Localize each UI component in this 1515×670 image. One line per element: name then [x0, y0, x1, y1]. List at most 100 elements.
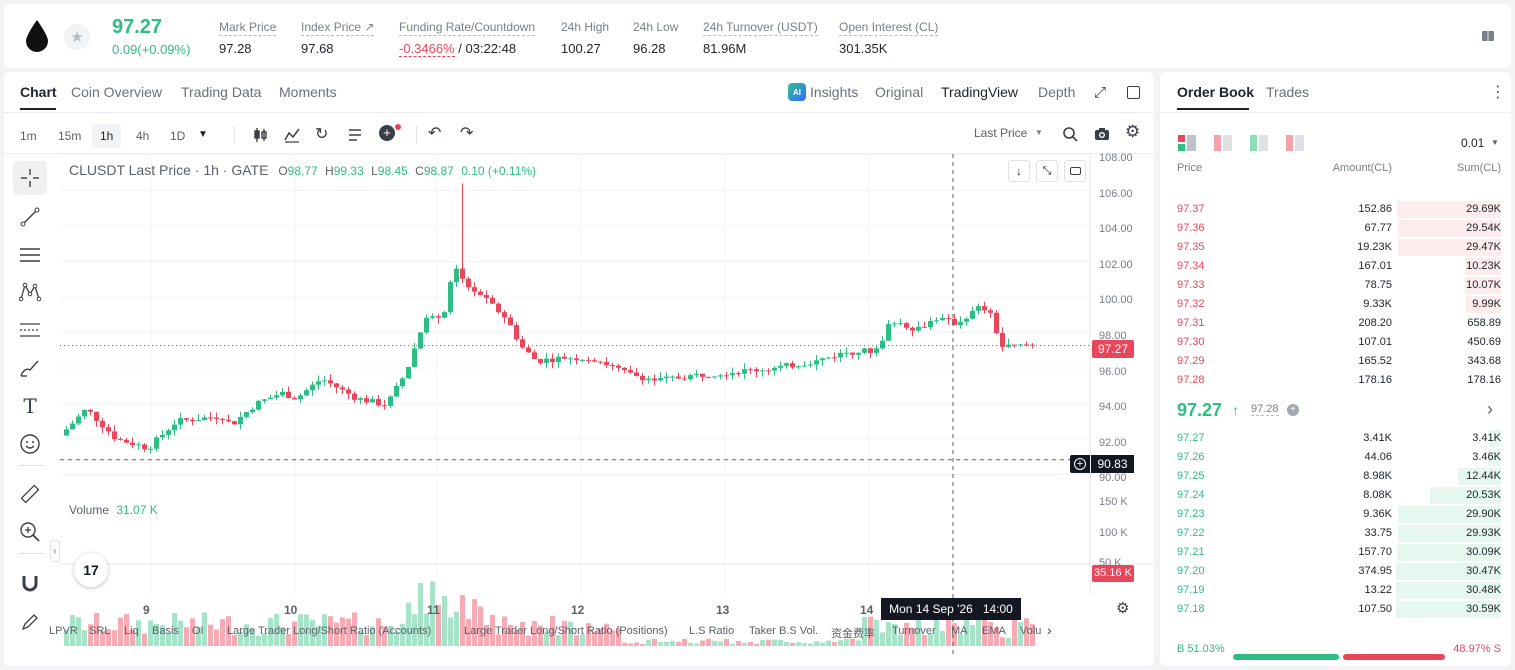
indicator-volume[interactable]: Volu	[1020, 625, 1042, 637]
book-view-depth-icon[interactable]	[1286, 135, 1304, 151]
ask-row[interactable]: 97.34 167.01 10.23K	[1160, 257, 1511, 276]
horizontal-lines-tool-icon[interactable]	[13, 238, 47, 272]
ask-row[interactable]: 97.36 67.77 29.54K	[1160, 219, 1511, 238]
search-icon[interactable]	[1062, 126, 1078, 142]
magnet-tool-icon[interactable]	[13, 566, 47, 600]
bid-row[interactable]: 97.26 44.06 3.46K	[1160, 448, 1511, 467]
indicator-ema[interactable]: EMA	[982, 625, 1006, 637]
tab-chart[interactable]: Chart	[20, 84, 57, 100]
indicator-basis[interactable]: Basis	[152, 625, 179, 637]
redo-icon[interactable]: ↷	[460, 125, 474, 142]
ask-row[interactable]: 97.30 107.01 450.69	[1160, 333, 1511, 352]
brush-tool-icon[interactable]	[13, 351, 47, 385]
ask-row[interactable]: 97.37 152.86 29.69K	[1160, 200, 1511, 219]
indicator-funding-rate[interactable]: 资金费率	[831, 628, 875, 640]
shield-icon[interactable]: +	[1287, 404, 1299, 416]
tab-tradingview[interactable]: TradingView	[941, 84, 1019, 100]
trend-line-tool-icon[interactable]	[13, 200, 47, 234]
timeframe-1m[interactable]: 1m	[20, 129, 37, 143]
more-vertical-icon[interactable]: ⋮	[1490, 84, 1506, 101]
indicator-turnover[interactable]: Turnover	[892, 625, 936, 637]
favorite-star-icon[interactable]: ★	[64, 24, 90, 50]
price-chart[interactable]	[60, 154, 1154, 654]
indicator-ma[interactable]: MA	[951, 625, 968, 637]
indicator-ls-ratio[interactable]: L.S Ratio	[689, 625, 735, 637]
add-alert-icon[interactable]: +	[1070, 455, 1090, 473]
expand-icon[interactable]: ⤢	[1094, 84, 1107, 101]
fib-tool-icon[interactable]	[13, 313, 47, 347]
indicator-lpvr[interactable]: LPVR	[49, 625, 78, 637]
bid-row[interactable]: 97.22 33.75 29.93K	[1160, 524, 1511, 543]
book-view-bids-icon[interactable]	[1250, 135, 1268, 151]
chevron-right-icon[interactable]: ›	[1487, 399, 1493, 419]
candle-type-icon[interactable]	[253, 127, 269, 143]
undo-icon[interactable]: ↶	[428, 125, 442, 142]
collapse-scale-icon[interactable]: ⤡	[1036, 160, 1058, 182]
emoji-tool-icon[interactable]	[13, 427, 47, 461]
timeframe-15m[interactable]: 15m	[58, 129, 82, 143]
candle-body	[280, 391, 285, 396]
ask-row[interactable]: 97.33 78.75 10.07K	[1160, 276, 1511, 295]
tradingview-logo[interactable]: 17	[74, 553, 108, 587]
ask-row[interactable]: 97.35 19.23K 29.47K	[1160, 238, 1511, 257]
collapse-toolbar-icon[interactable]: ‹	[50, 540, 60, 562]
book-view-asks-icon[interactable]	[1214, 135, 1232, 151]
tab-moments[interactable]: Moments	[279, 84, 337, 100]
tab-original[interactable]: Original	[875, 84, 924, 100]
templates-icon[interactable]	[347, 127, 363, 143]
bid-row[interactable]: 97.18 107.50 30.59K	[1160, 600, 1511, 619]
ask-row[interactable]: 97.28 178.16 178.16	[1160, 371, 1511, 390]
bid-row[interactable]: 97.19 13.22 30.48K	[1160, 581, 1511, 600]
indicator-liq[interactable]: Liq	[124, 625, 139, 637]
bid-row[interactable]: 97.20 374.95 30.47K	[1160, 562, 1511, 581]
bid-row[interactable]: 97.23 9.36K 29.90K	[1160, 505, 1511, 524]
scroll-down-icon[interactable]: ↓	[1008, 160, 1030, 182]
chevron-right-icon[interactable]: ›	[1047, 622, 1052, 638]
price-type-select[interactable]: Last Price	[974, 126, 1028, 140]
ask-row[interactable]: 97.32 9.33K 9.99K	[1160, 295, 1511, 314]
indicators-icon[interactable]	[284, 127, 300, 143]
ask-row[interactable]: 97.29 165.52 343.68	[1160, 352, 1511, 371]
crosshair-tool-icon[interactable]	[13, 161, 47, 195]
indicator-taker-bs-vol[interactable]: Taker B.S Vol.	[749, 625, 819, 637]
book-view-both-icon[interactable]	[1178, 135, 1196, 151]
row-amount: 157.70	[1358, 546, 1392, 558]
indicator-large-trader-positions[interactable]: Large Trader Long/Short Ratio (Positions…	[464, 625, 668, 637]
indicator-large-trader-accounts[interactable]: Large Trader Long/Short Ratio (Accounts)	[227, 625, 432, 637]
chevron-down-icon[interactable]: ▼	[1035, 128, 1043, 137]
book-icon[interactable]	[1478, 26, 1498, 46]
ruler-tool-icon[interactable]	[13, 477, 47, 511]
zoom-in-icon[interactable]	[13, 515, 47, 549]
bid-row[interactable]: 97.21 157.70 30.09K	[1160, 543, 1511, 562]
ask-row[interactable]: 97.31 208.20 658.89	[1160, 314, 1511, 333]
camera-icon[interactable]	[1094, 126, 1110, 142]
timeframe-1d[interactable]: 1D	[170, 129, 186, 143]
tab-coin-overview[interactable]: Coin Overview	[71, 84, 163, 100]
indicator-oi[interactable]: OI	[192, 625, 204, 637]
chevron-down-icon[interactable]: ▼	[1491, 138, 1499, 147]
reset-view-icon[interactable]	[1064, 160, 1086, 182]
timeframe-1h[interactable]: 1h	[92, 124, 122, 148]
bid-row[interactable]: 97.24 8.08K 20.53K	[1160, 486, 1511, 505]
candle-body	[604, 362, 609, 366]
indicator-srl[interactable]: SRL	[89, 625, 111, 637]
tab-depth[interactable]: Depth	[1038, 84, 1076, 100]
text-tool-icon[interactable]: T	[23, 394, 37, 418]
pattern-tool-icon[interactable]	[13, 275, 47, 309]
timeframe-dropdown-icon[interactable]: ▼	[198, 129, 208, 140]
add-indicator-icon[interactable]: +	[379, 125, 395, 141]
stat-index-price[interactable]: Index Price ↗ 97.68	[301, 20, 375, 56]
bid-row[interactable]: 97.27 3.41K 3.41K	[1160, 429, 1511, 448]
timeframe-4h[interactable]: 4h	[136, 129, 150, 143]
tab-trading-data[interactable]: Trading Data	[181, 84, 262, 100]
refresh-icon[interactable]: ↻	[315, 126, 329, 143]
bid-row[interactable]: 97.25 8.98K 12.44K	[1160, 467, 1511, 486]
tab-order-book[interactable]: Order Book	[1177, 84, 1255, 100]
tab-insights[interactable]: Insights	[810, 84, 859, 100]
draw-pencil-icon[interactable]	[13, 605, 47, 639]
fullscreen-icon[interactable]	[1127, 86, 1140, 99]
gear-icon[interactable]: ⚙	[1125, 122, 1141, 141]
precision-select[interactable]: 0.01	[1461, 136, 1485, 150]
tab-trades[interactable]: Trades	[1266, 84, 1310, 100]
settings-small-icon[interactable]: ⚙	[1116, 600, 1130, 617]
